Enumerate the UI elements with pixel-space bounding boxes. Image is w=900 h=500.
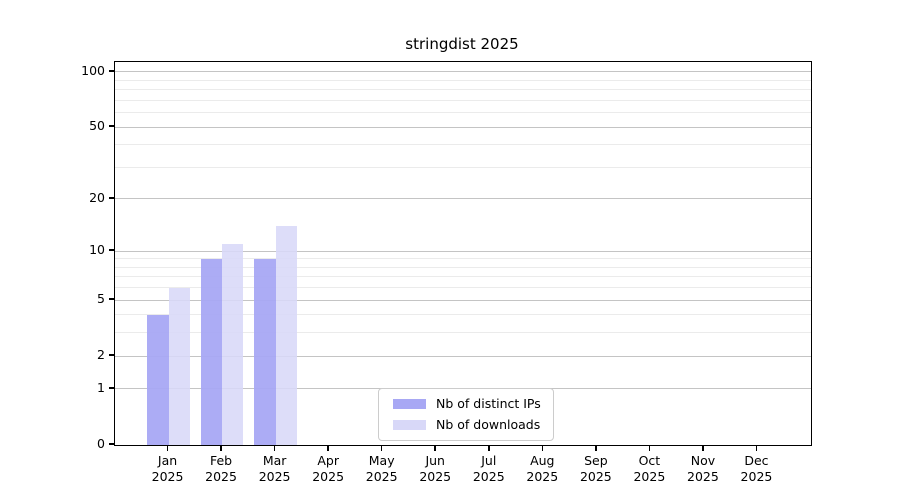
gridline-major <box>115 355 811 357</box>
x-tick-month: May <box>368 453 395 468</box>
x-tick-month: Jun <box>425 453 445 468</box>
x-tick-mark <box>702 445 704 451</box>
x-tick-month: Oct <box>638 453 661 468</box>
y-tick-mark <box>109 443 114 445</box>
y-axis-tick-label: 100 <box>81 62 105 78</box>
gridline-major <box>115 198 811 200</box>
x-tick-mark <box>648 445 651 451</box>
gridline-major <box>115 71 811 73</box>
x-tick-mark <box>488 445 490 451</box>
gridline-major <box>115 250 811 252</box>
y-axis-tick-label: 2 <box>97 347 105 363</box>
legend-label-distinct-ips: Nb of distinct IPs <box>436 396 541 411</box>
x-axis-tick-label: Jul 2025 <box>457 453 521 484</box>
x-tick-year: 2025 <box>151 468 184 484</box>
x-tick-year: 2025 <box>365 468 398 484</box>
x-tick-mark <box>434 445 436 451</box>
x-tick-mark <box>755 445 758 451</box>
y-axis-tick-label: 1 <box>97 379 105 395</box>
legend-swatch-distinct-ips <box>393 399 426 409</box>
legend-row-distinct-ips: Nb of distinct IPs <box>393 396 541 412</box>
x-tick-month: Jul <box>481 453 497 468</box>
x-axis-tick-label: Nov 2025 <box>671 453 735 484</box>
x-tick-month: Feb <box>209 453 233 468</box>
x-axis-tick-label: Aug 2025 <box>510 453 574 484</box>
x-tick-mark <box>220 445 222 451</box>
bar-downloads <box>168 287 190 445</box>
y-tick-mark <box>109 387 114 389</box>
x-tick-year: 2025 <box>687 468 719 484</box>
gridline-minor <box>115 314 811 316</box>
bar-distinct-ips <box>200 258 223 445</box>
chart-title: stringdist 2025 <box>405 35 519 53</box>
y-tick-mark <box>109 298 114 300</box>
x-tick-year: 2025 <box>526 468 559 484</box>
x-tick-month: Nov <box>690 453 716 468</box>
y-axis-tick-label: 0 <box>97 436 105 451</box>
y-axis-tick-label: 50 <box>89 118 105 134</box>
x-tick-year: 2025 <box>258 468 291 484</box>
gridline-minor <box>115 287 811 289</box>
x-tick-mark <box>166 445 169 451</box>
x-axis-tick-label: Dec 2025 <box>724 453 788 484</box>
gridline-minor <box>115 89 811 91</box>
x-tick-month: Sep <box>584 453 608 468</box>
legend-label-downloads: Nb of downloads <box>436 417 541 432</box>
x-axis-tick-label: Jan 2025 <box>136 453 200 484</box>
plot-area <box>114 61 812 446</box>
x-axis-tick-label: May 2025 <box>350 453 414 484</box>
x-tick-mark <box>273 445 276 451</box>
x-tick-mark <box>327 445 329 451</box>
gridline-minor <box>115 276 811 278</box>
x-tick-year: 2025 <box>419 468 452 484</box>
gridline-minor <box>115 144 811 146</box>
x-tick-mark <box>595 445 597 451</box>
y-axis-tick-label: 5 <box>97 291 105 307</box>
x-tick-month: Apr <box>317 453 339 468</box>
x-tick-year: 2025 <box>205 468 237 484</box>
y-axis-tick-label: 20 <box>89 189 105 205</box>
x-tick-year: 2025 <box>472 468 505 484</box>
x-tick-month: Mar <box>262 453 287 468</box>
legend-swatch-downloads <box>393 420 426 430</box>
x-tick-month: Jan <box>157 453 178 468</box>
y-tick-mark <box>109 197 114 199</box>
x-axis-tick-label: Apr 2025 <box>296 453 360 484</box>
gridline-major <box>115 126 811 128</box>
x-tick-year: 2025 <box>579 468 612 484</box>
y-tick-mark <box>109 354 114 356</box>
x-tick-year: 2025 <box>312 468 345 484</box>
x-tick-year: 2025 <box>633 468 666 484</box>
bar-downloads <box>222 244 244 445</box>
x-axis-tick-label: Feb 2025 <box>189 453 253 484</box>
bar-distinct-ips <box>147 314 169 445</box>
gridline-minor <box>115 332 811 334</box>
gridline-minor <box>115 79 811 81</box>
gridline-major <box>115 299 811 301</box>
legend-row-downloads: Nb of downloads <box>393 417 541 433</box>
bar-distinct-ips <box>254 258 276 445</box>
x-tick-month: Aug <box>530 453 555 468</box>
gridline-minor <box>115 166 811 168</box>
gridline-minor <box>115 99 811 101</box>
y-tick-mark <box>109 249 114 251</box>
x-axis-tick-label: Sep 2025 <box>564 453 628 484</box>
y-tick-mark <box>109 125 114 127</box>
x-tick-year: 2025 <box>740 468 773 484</box>
x-tick-mark <box>380 445 383 451</box>
bar-downloads <box>275 226 297 445</box>
x-tick-month: Dec <box>744 453 769 468</box>
gridline-minor <box>115 266 811 268</box>
gridline-minor <box>115 112 811 114</box>
legend: Nb of distinct IPs Nb of downloads <box>378 388 554 441</box>
x-axis-tick-label: Jun 2025 <box>403 453 467 484</box>
x-tick-mark <box>541 445 544 451</box>
x-axis-tick-label: Mar 2025 <box>243 453 307 484</box>
gridline-minor <box>115 258 811 260</box>
y-axis-tick-label: 10 <box>89 242 105 258</box>
y-tick-mark <box>109 70 114 72</box>
x-axis-tick-label: Oct 2025 <box>617 453 681 484</box>
